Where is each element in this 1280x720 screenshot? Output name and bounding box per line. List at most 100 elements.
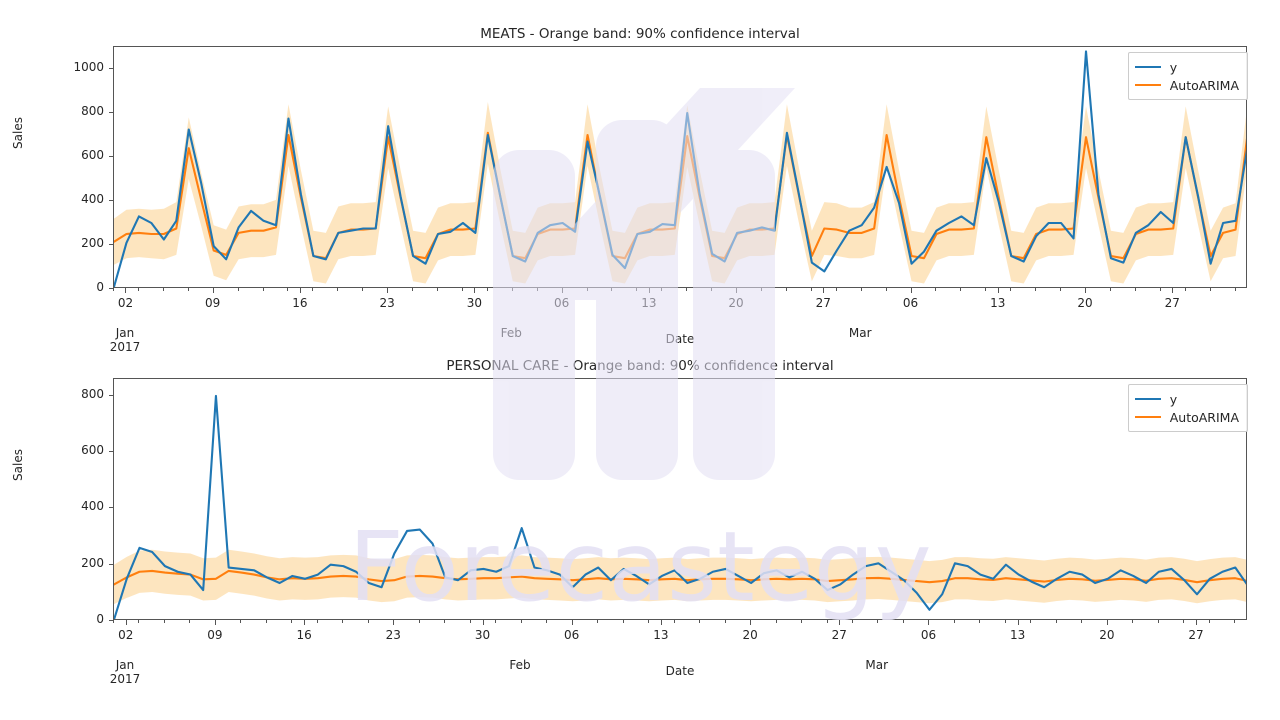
x-tick-mark-minor [985, 288, 987, 291]
x-tick-mark-minor [162, 288, 164, 291]
x-tick-mark-major [1196, 620, 1198, 625]
x-tick-label: 27 [831, 628, 847, 642]
x-tick-mark-minor [1035, 288, 1037, 291]
x-tick-mark-minor [362, 288, 364, 291]
y-tick-mark [109, 200, 113, 201]
y-tick-mark [109, 620, 113, 621]
x-tick-mark-minor [163, 620, 165, 623]
x-tick-label: 09 [207, 628, 223, 642]
chart-panel-personal-care: PERSONAL CARE - Orange band: 90% confide… [0, 358, 1280, 688]
x-tick-mark-minor [622, 620, 624, 623]
x-tick-label: 20 [728, 296, 744, 310]
x-tick-label: 06 [564, 628, 580, 642]
x-tick-mark-minor [113, 288, 114, 291]
x-tick-mark-minor [979, 620, 981, 623]
y-tick-label: 0 [96, 612, 104, 626]
legend-meats[interactable]: y AutoARIMA [1127, 52, 1248, 100]
x-tick-label: 27 [1164, 296, 1180, 310]
y-tick-mark [109, 112, 113, 113]
x-tick-mark-minor [775, 620, 777, 623]
x-tick-mark-major [1172, 288, 1174, 293]
x-tick-mark-minor [444, 620, 446, 623]
x-tick-label: 13 [641, 296, 657, 310]
x-tick-mark-minor [1234, 288, 1236, 291]
x-month-name: Jan [115, 326, 135, 340]
legend-item-y[interactable]: y [1134, 390, 1239, 408]
x-tick-mark-minor [699, 620, 701, 623]
x-tick-mark-minor [711, 288, 713, 291]
y-tick-label: 400 [81, 499, 104, 514]
legend-item-y[interactable]: y [1134, 58, 1239, 76]
x-tick-mark-major [1017, 620, 1019, 625]
x-month-name: Jan [115, 658, 135, 672]
x-tick-mark-minor [291, 620, 293, 623]
x-tick-mark-major [304, 620, 306, 625]
x-tick-mark-minor [835, 288, 837, 291]
x-year-label: 2017 [109, 340, 141, 354]
x-tick-mark-minor [686, 288, 688, 291]
x-month-label: Feb [509, 658, 530, 672]
x-tick-mark-minor [520, 620, 522, 623]
x-tick-mark-major [1106, 620, 1108, 625]
y-tick-label: 200 [81, 555, 104, 570]
y-tick-label: 800 [81, 104, 104, 118]
x-tick-label: 09 [205, 296, 221, 310]
legend-label-y: y [1169, 59, 1178, 75]
legend-personal-care[interactable]: y AutoARIMA [1127, 384, 1248, 432]
x-tick-label: 13 [653, 628, 669, 642]
x-tick-label: 16 [292, 296, 308, 310]
x-tick-mark-major [482, 620, 484, 625]
x-tick-mark-minor [1060, 288, 1062, 291]
chart-title-personal-care: PERSONAL CARE - Orange band: 90% confide… [446, 358, 834, 374]
x-tick-mark-minor [316, 620, 318, 623]
x-tick-mark-major [125, 288, 127, 293]
x-tick-mark-minor [1234, 620, 1236, 623]
x-tick-mark-minor [1183, 620, 1185, 623]
legend-item-autoarima[interactable]: AutoARIMA [1134, 76, 1239, 94]
x-tick-mark-major [648, 288, 650, 293]
x-tick-mark-minor [1134, 288, 1136, 291]
x-month-label: Mar [849, 326, 872, 340]
x-tick-label: 16 [296, 628, 312, 642]
x-tick-mark-minor [860, 288, 862, 291]
x-month-label: Jan 2017 [110, 658, 141, 686]
y-tick-mark [109, 563, 113, 565]
y-tick-mark [109, 244, 113, 245]
x-tick-mark-major [214, 620, 216, 625]
x-tick-mark-minor [785, 288, 787, 291]
x-tick-mark-minor [461, 288, 463, 291]
x-tick-mark-major [561, 288, 563, 293]
x-tick-mark-minor [437, 288, 438, 291]
legend-item-autoarima[interactable]: AutoARIMA [1134, 408, 1239, 426]
x-tick-mark-minor [1208, 620, 1210, 623]
plot-area-meats [113, 46, 1247, 288]
x-tick-mark-minor [1157, 620, 1159, 623]
x-tick-mark-major [736, 288, 738, 293]
x-tick-label: 13 [1010, 628, 1026, 642]
x-tick-mark-minor [262, 288, 264, 291]
x-tick-mark-minor [960, 288, 962, 291]
y-tick-label: 400 [81, 192, 104, 206]
x-tick-mark-minor [486, 288, 488, 291]
legend-label-autoarima: AutoARIMA [1169, 77, 1239, 93]
legend-label-y: y [1169, 391, 1178, 407]
y-tick-mark [109, 156, 113, 157]
x-tick-mark-major [393, 620, 395, 625]
x-tick-mark-minor [495, 620, 497, 623]
x-tick-label: 23 [385, 628, 401, 642]
x-tick-mark-minor [1081, 620, 1083, 623]
x-tick-label: 23 [379, 296, 395, 310]
x-axis-label-personal-care: Date [665, 664, 695, 678]
x-axis-label-meats: Date [665, 332, 695, 346]
legend-line-autoarima [1134, 84, 1161, 86]
x-tick-mark-major [750, 620, 752, 625]
x-tick-mark-minor [1209, 288, 1211, 291]
x-tick-label: 30 [474, 628, 491, 642]
series-canvas-meats [114, 50, 1246, 287]
x-tick-mark-minor [469, 620, 471, 623]
x-month-name: Mar [848, 326, 872, 340]
x-tick-mark-minor [935, 288, 937, 291]
x-tick-label: 27 [815, 296, 831, 310]
x-tick-mark-minor [1184, 288, 1186, 291]
x-tick-mark-minor [1030, 620, 1032, 623]
